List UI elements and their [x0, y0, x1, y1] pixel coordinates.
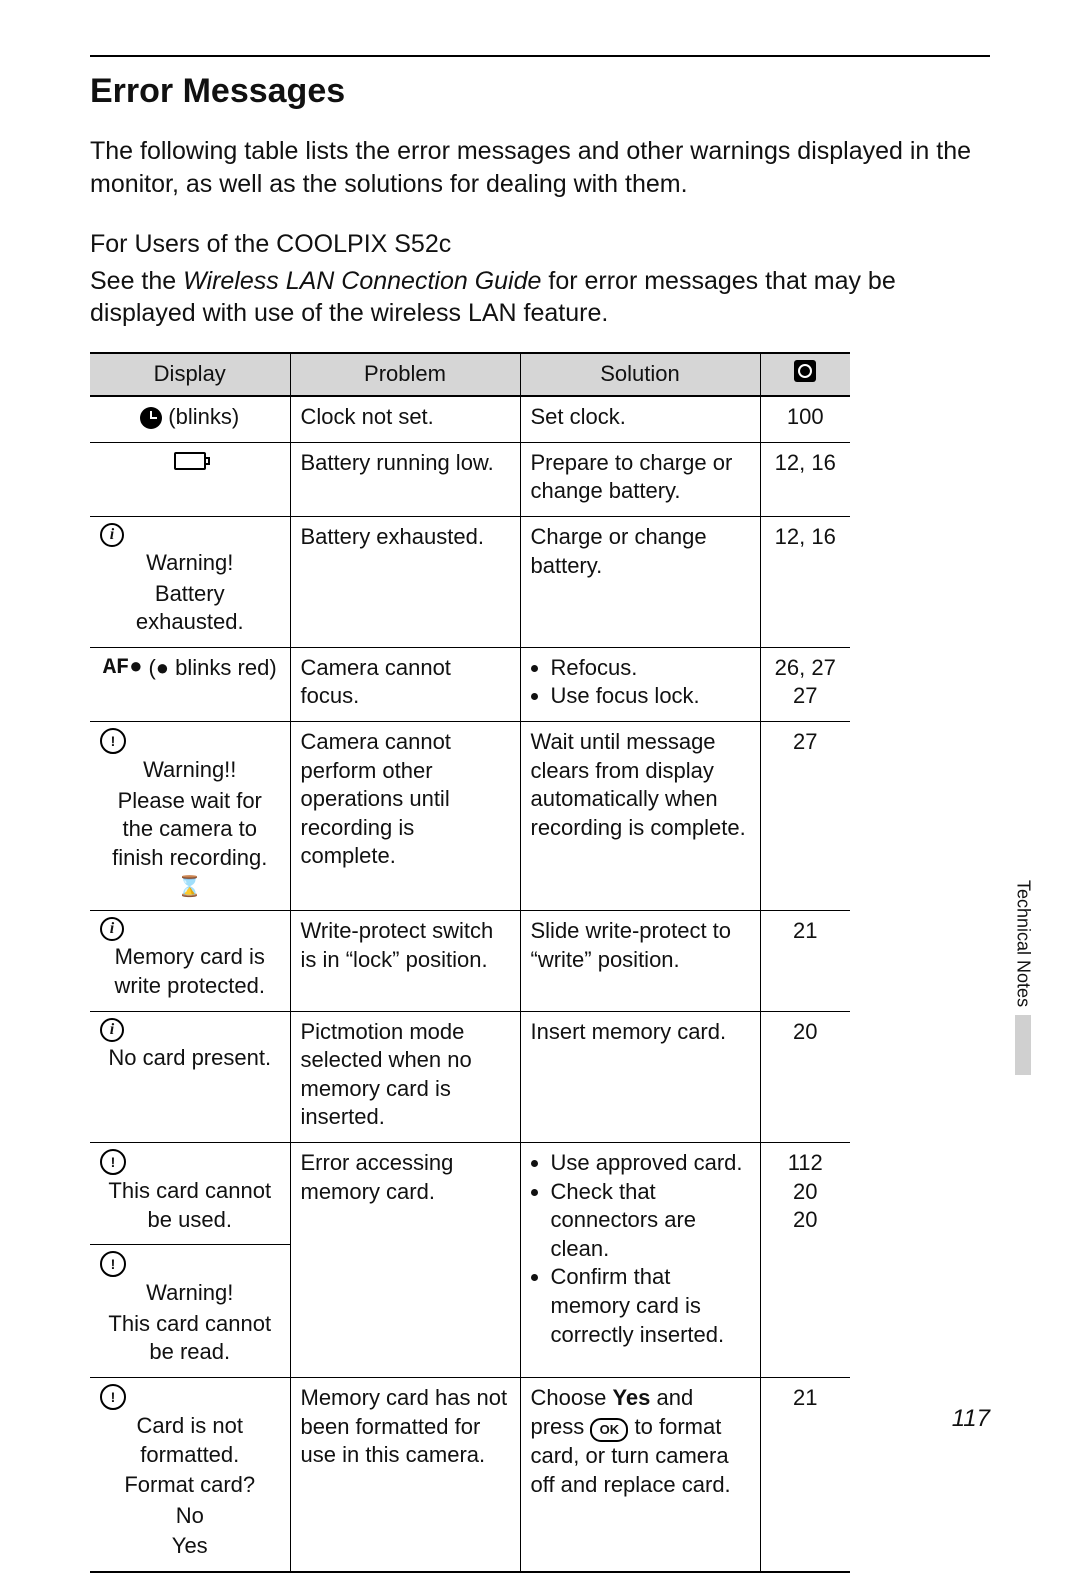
solution-cell: Charge or change battery. [520, 517, 760, 648]
solution-item: Refocus. [551, 654, 750, 683]
solution-cell: Slide write-protect to “write” position. [520, 911, 760, 1011]
subheading: For Users of the COOLPIX S52c [90, 228, 990, 261]
problem-cell: Pictmotion mode selected when no memory … [290, 1011, 520, 1142]
display-text: Warning! [146, 549, 233, 578]
solution-cell: Set clock. [520, 396, 760, 442]
info-icon: i [100, 917, 124, 941]
solution-cell: Insert memory card. [520, 1011, 760, 1142]
page-ref: 21 [760, 911, 850, 1011]
page-ref-line: 112 [771, 1149, 841, 1178]
solution-item: Check that connectors are clean. [551, 1178, 750, 1264]
col-solution: Solution [520, 353, 760, 397]
col-display: Display [90, 353, 290, 397]
display-text: Format card? [124, 1471, 255, 1500]
solution-cell: Choose Yes and press OK to format card, … [520, 1377, 760, 1571]
problem-cell: Error accessing memory card. [290, 1142, 520, 1377]
battery-icon [174, 452, 206, 470]
display-text: Yes [172, 1532, 208, 1561]
page-ref: 21 [760, 1377, 850, 1571]
solution-item: Use focus lock. [551, 682, 750, 711]
clock-icon [140, 407, 162, 429]
display-text: (blinks) [168, 403, 239, 432]
problem-cell: Camera cannot focus. [290, 647, 520, 721]
error-messages-table: Display Problem Solution (blinks) Clock … [90, 352, 850, 1573]
problem-cell: Battery exhausted. [290, 517, 520, 648]
clock-warn-icon: ! [100, 728, 126, 754]
solution-item: Use approved card. [551, 1149, 750, 1178]
solution-item: Confirm that memory card is correctly in… [551, 1263, 750, 1349]
side-label: Technical Notes [1011, 880, 1034, 1007]
page-ref: 27 [760, 722, 850, 911]
info-icon: i [100, 523, 124, 547]
table-row: Battery running low. Prepare to charge o… [90, 442, 850, 516]
page-ref: 26, 27 27 [760, 647, 850, 721]
ok-button-icon: OK [590, 1418, 628, 1442]
display-text: Memory card is write protected. [100, 943, 280, 1000]
display-text: This card cannot be used. [100, 1177, 280, 1234]
page-ref-line: 20 [771, 1206, 841, 1235]
display-text: Warning!! [143, 756, 236, 785]
page-ref: 12, 16 [760, 442, 850, 516]
info-icon: i [100, 1018, 124, 1042]
wrench-icon [794, 360, 816, 382]
page-ref: 100 [760, 396, 850, 442]
section-title: Error Messages [90, 69, 990, 113]
clock-warn-icon: ! [100, 1251, 126, 1277]
display-text: Warning! [146, 1279, 233, 1308]
display-text: No [176, 1502, 204, 1531]
page-ref-line: 26, 27 [771, 654, 841, 683]
clock-warn-icon: ! [100, 1149, 126, 1175]
solution-bold: Yes [612, 1385, 650, 1410]
table-row: i Warning! Battery exhausted. Battery ex… [90, 517, 850, 648]
note-prefix: See the [90, 267, 183, 295]
table-row: ! Warning!! Please wait for the camera t… [90, 722, 850, 911]
solution-cell: Prepare to charge or change battery. [520, 442, 760, 516]
solution-cell: Wait until message clears from display a… [520, 722, 760, 911]
note-paragraph: See the Wireless LAN Connection Guide fo… [90, 265, 990, 330]
display-text: Battery exhausted. [100, 580, 280, 637]
page-ref-line: 27 [771, 682, 841, 711]
solution-cell: Refocus. Use focus lock. [520, 647, 760, 721]
display-text: Please wait for the camera to finish rec… [100, 787, 280, 873]
top-rule [90, 55, 990, 57]
page-ref-line: 20 [771, 1178, 841, 1207]
side-block [1015, 1015, 1031, 1075]
side-tab: Technical Notes [1010, 880, 1036, 1120]
af-icon: AF● [103, 654, 143, 683]
problem-cell: Memory card has not been formatted for u… [290, 1377, 520, 1571]
table-row: ! This card cannot be used. Error access… [90, 1142, 850, 1244]
solution-cell: Use approved card. Check that connectors… [520, 1142, 760, 1377]
problem-cell: Write-protect switch is in “lock” positi… [290, 911, 520, 1011]
clock-warn-icon: ! [100, 1384, 126, 1410]
problem-cell: Clock not set. [290, 396, 520, 442]
table-row: i Memory card is write protected. Write-… [90, 911, 850, 1011]
table-header-row: Display Problem Solution [90, 353, 850, 397]
col-pageref [760, 353, 850, 397]
display-text: (● blinks red) [148, 654, 276, 683]
table-row: AF● (● blinks red) Camera cannot focus. … [90, 647, 850, 721]
page-ref: 20 [760, 1011, 850, 1142]
table-row: i No card present. Pictmotion mode selec… [90, 1011, 850, 1142]
table-row: ! Card is not formatted. Format card? No… [90, 1377, 850, 1571]
problem-cell: Camera cannot perform other operations u… [290, 722, 520, 911]
display-text: Card is not formatted. [100, 1412, 280, 1469]
solution-text: Choose [531, 1385, 613, 1410]
page-number: 117 [952, 1403, 990, 1434]
note-italic: Wireless LAN Connection Guide [183, 267, 541, 295]
page-ref: 12, 16 [760, 517, 850, 648]
intro-paragraph: The following table lists the error mess… [90, 135, 990, 200]
display-text: No card present. [108, 1044, 271, 1073]
col-problem: Problem [290, 353, 520, 397]
display-text: This card cannot be read. [100, 1310, 280, 1367]
hourglass-icon: ⌛ [177, 874, 202, 900]
table-row: (blinks) Clock not set. Set clock. 100 [90, 396, 850, 442]
problem-cell: Battery running low. [290, 442, 520, 516]
page-ref: 112 20 20 [760, 1142, 850, 1377]
manual-page: Error Messages The following table lists… [0, 0, 1080, 1486]
